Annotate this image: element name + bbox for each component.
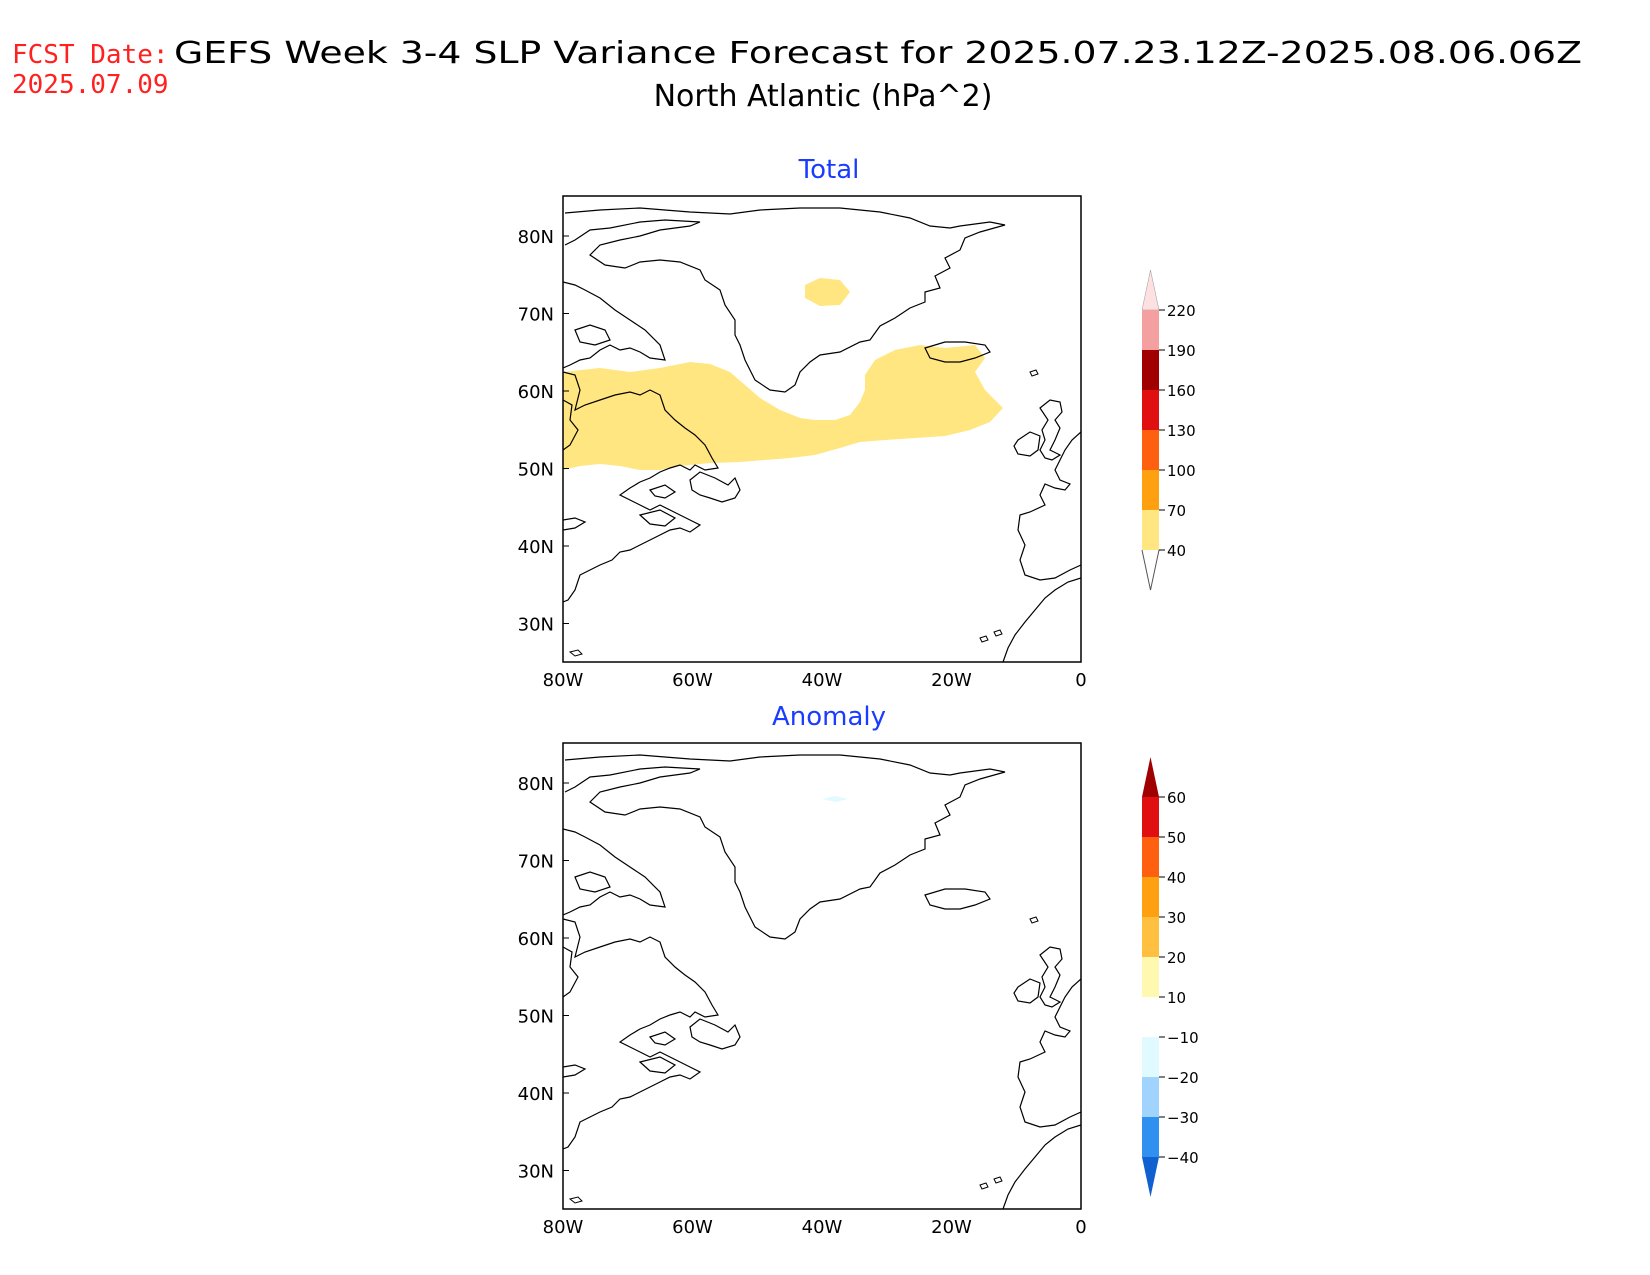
total-map-frame: [562, 195, 1082, 663]
colorbar-swatch: [1142, 877, 1159, 917]
total-shade-band: [563, 345, 1003, 470]
lat-tick-label: 50N: [518, 460, 554, 481]
colorbar-top-arrow: [1142, 757, 1159, 797]
colorbar-swatch: [1142, 390, 1159, 430]
lat-tick-label: 30N: [518, 1162, 554, 1183]
total-lon-axis: 80W 60W 40W 20W 0: [543, 670, 1087, 691]
anomaly-coastlines: [563, 754, 1081, 1209]
colorbar-label: 130: [1167, 422, 1196, 440]
anomaly-map-frame: [562, 742, 1082, 1210]
colorbar-label: 220: [1167, 302, 1196, 320]
colorbar-swatch: [1142, 1117, 1159, 1157]
colorbar-label: 190: [1167, 342, 1196, 360]
colorbar-label: 40: [1167, 542, 1186, 560]
anomaly-shade-spot: [822, 796, 848, 802]
colorbar-label: 40: [1167, 869, 1186, 887]
figure-subtitle: North Atlantic (hPa^2): [654, 79, 993, 114]
colorbar-swatch: [1142, 1077, 1159, 1117]
lon-tick-label: 80W: [543, 1217, 584, 1238]
total-panel: Total 80N 70N 60N 50N 40N 30N 80W 60W 40W 20W 0 2…: [518, 155, 1196, 691]
colorbar-swatch: [1142, 797, 1159, 837]
fcst-date: 2025.07.09: [12, 70, 169, 100]
colorbar-swatch: [1142, 430, 1159, 470]
colorbar-label: 30: [1167, 909, 1186, 927]
colorbar-bottom-arrow: [1141, 549, 1160, 591]
colorbar-swatch: [1142, 997, 1159, 1037]
total-panel-title: Total: [798, 155, 860, 185]
colorbar-swatch: [1142, 837, 1159, 877]
colorbar-label: −30: [1167, 1109, 1199, 1127]
colorbar-swatch: [1142, 957, 1159, 997]
anomaly-lat-axis: 80N 70N 60N 50N 40N 30N: [518, 774, 569, 1183]
colorbar-swatch: [1142, 470, 1159, 510]
total-lat-axis: 80N 70N 60N 50N 40N 30N: [518, 227, 569, 636]
colorbar-label: 160: [1167, 382, 1196, 400]
lat-tick-label: 70N: [518, 852, 554, 873]
lon-tick-label: 40W: [802, 1217, 843, 1238]
colorbar-label: 10: [1167, 989, 1186, 1007]
lat-tick-label: 30N: [518, 615, 554, 636]
colorbar-bottom-arrow: [1142, 1157, 1159, 1197]
colorbar-label: −10: [1167, 1029, 1199, 1047]
total-colorbar: 220 190 160 130 100 70 40: [1141, 269, 1196, 591]
colorbar-swatch: [1142, 917, 1159, 957]
lon-tick-label: 60W: [672, 670, 713, 691]
colorbar-label: 70: [1167, 502, 1186, 520]
lon-tick-label: 20W: [931, 670, 972, 691]
colorbar-label: −20: [1167, 1069, 1199, 1087]
lat-tick-label: 40N: [518, 1084, 554, 1105]
total-shade-spot: [805, 278, 850, 306]
lat-tick-label: 80N: [518, 227, 554, 248]
anomaly-lon-axis: 80W 60W 40W 20W 0: [543, 1217, 1087, 1238]
colorbar-label: 20: [1167, 949, 1186, 967]
anomaly-panel-title: Anomaly: [772, 702, 886, 732]
lat-tick-label: 40N: [518, 537, 554, 558]
lat-tick-label: 70N: [518, 305, 554, 326]
colorbar-swatch: [1142, 1037, 1159, 1077]
lon-tick-label: 60W: [672, 1217, 713, 1238]
lat-tick-label: 60N: [518, 929, 554, 950]
colorbar-swatch: [1142, 510, 1159, 550]
lat-tick-label: 60N: [518, 382, 554, 403]
lon-tick-label: 0: [1075, 670, 1086, 691]
colorbar-top-arrow: [1141, 269, 1160, 311]
lon-tick-label: 80W: [543, 670, 584, 691]
colorbar-label: 60: [1167, 789, 1186, 807]
fcst-label: FCST Date:: [12, 40, 169, 70]
colorbar-label: −40: [1167, 1149, 1199, 1167]
colorbar-swatch: [1142, 350, 1159, 390]
colorbar-label: 50: [1167, 829, 1186, 847]
anomaly-panel: Anomaly 80N 70N 60N 50N 40N 30N 80W 60W 40W 20W 0…: [518, 702, 1199, 1238]
lon-tick-label: 40W: [802, 670, 843, 691]
figure-title: GEFS Week 3-4 SLP Variance Forecast for …: [174, 36, 1582, 71]
anomaly-colorbar: 60 50 40 30 20 10 −10 −20 −30 −40: [1142, 757, 1199, 1197]
lon-tick-label: 20W: [931, 1217, 972, 1238]
lon-tick-label: 0: [1075, 1217, 1086, 1238]
colorbar-label: 100: [1167, 462, 1196, 480]
lat-tick-label: 80N: [518, 774, 554, 795]
lat-tick-label: 50N: [518, 1007, 554, 1028]
colorbar-swatch: [1142, 310, 1159, 350]
